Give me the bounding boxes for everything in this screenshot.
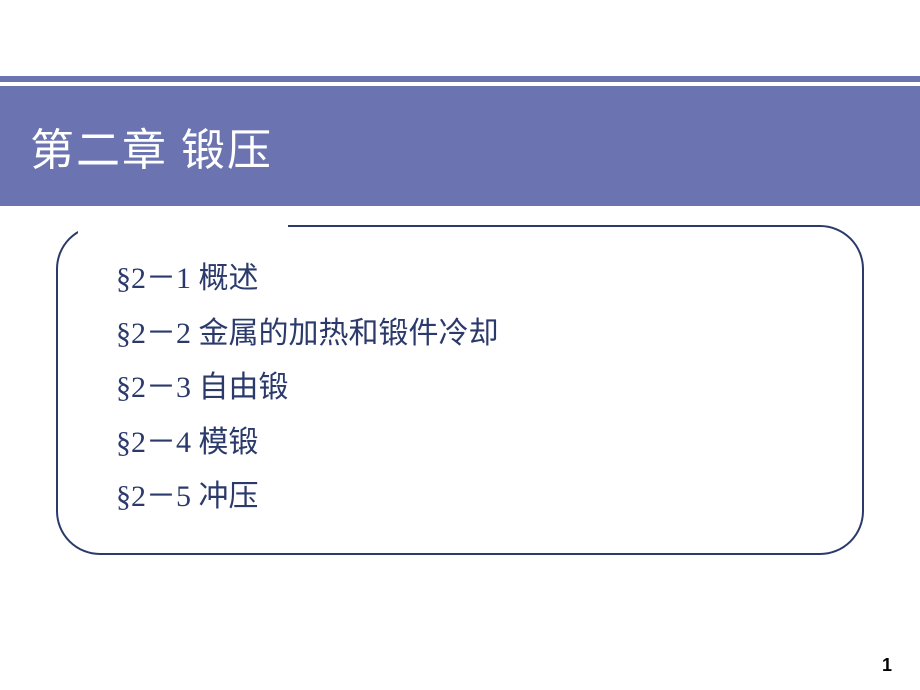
list-item: §2－5 冲压 bbox=[116, 470, 499, 525]
header-title-band: 第二章 锻压 bbox=[0, 86, 920, 206]
chapter-title: 第二章 锻压 bbox=[30, 114, 273, 178]
list-item: §2－3 自由锻 bbox=[116, 361, 499, 416]
header-accent-strip bbox=[0, 76, 920, 82]
page-number: 1 bbox=[882, 655, 892, 676]
list-item: §2－2 金属的加热和锻件冷却 bbox=[116, 307, 499, 362]
box-top-cutout bbox=[78, 210, 288, 240]
section-list: §2－1 概述 §2－2 金属的加热和锻件冷却 §2－3 自由锻 §2－4 模锻… bbox=[116, 252, 499, 525]
list-item: §2－4 模锻 bbox=[116, 416, 499, 471]
list-item: §2－1 概述 bbox=[116, 252, 499, 307]
